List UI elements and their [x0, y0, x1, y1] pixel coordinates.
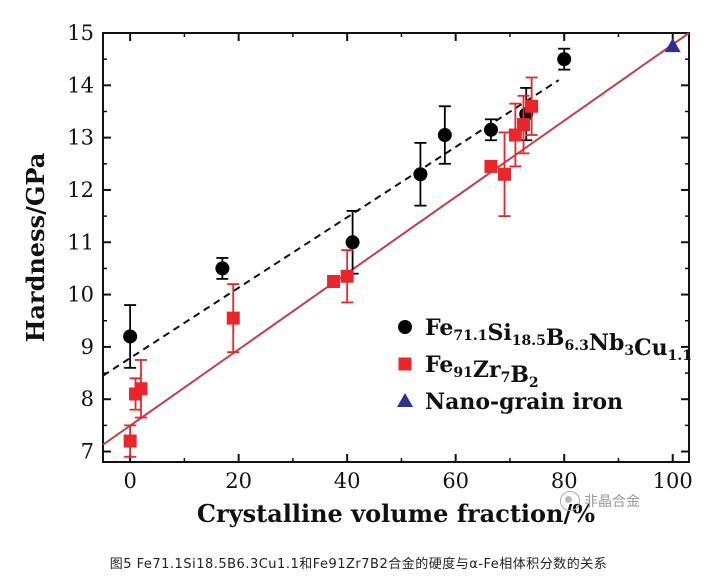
legend-label-series-1: Fe91Zr7B2: [425, 352, 539, 391]
legend-label-series-0: Fe71.1Si18.5B6.3Nb3Cu1.1: [425, 315, 692, 364]
data-point-series-1: [340, 269, 354, 283]
y-tick-label: 15: [67, 21, 94, 45]
y-tick-label: 12: [67, 178, 94, 202]
data-point-series-1: [484, 159, 498, 173]
data-point-series-1: [134, 382, 148, 396]
data-point-series-1: [517, 118, 531, 132]
x-tick-label: 40: [334, 469, 361, 493]
data-point-series-0: [345, 235, 360, 250]
data-point-series-0: [437, 128, 452, 143]
wechat-icon: [560, 491, 580, 511]
figure-caption: 图5 Fe71.1Si18.5B6.3Cu1.1和Fe91Zr7B2合金的硬度与…: [109, 557, 608, 572]
x-axis-title: Crystalline volume fraction/%: [197, 499, 595, 528]
data-point-series-0: [215, 261, 230, 276]
x-tick-label: 20: [225, 469, 252, 493]
y-tick-label: 7: [81, 440, 94, 464]
legend-marker-series-0: [398, 320, 412, 334]
data-point-series-1: [123, 434, 137, 448]
data-point-series-0: [483, 122, 498, 137]
x-tick-label: 100: [653, 469, 693, 493]
x-tick-label: 60: [442, 469, 469, 493]
data-point-series-0: [123, 329, 138, 344]
legend-marker-series-1: [398, 357, 412, 371]
y-tick-label: 10: [67, 283, 94, 307]
data-point-series-1: [498, 167, 512, 181]
y-tick-label: 11: [67, 230, 94, 254]
legend-marker-series-2: [397, 393, 413, 407]
y-tick-label: 14: [67, 73, 94, 97]
data-point-series-1: [327, 275, 341, 289]
data-point-series-2: [664, 38, 681, 53]
fit-line-series-1: [102, 32, 690, 446]
fit-line-series-0: [102, 79, 560, 377]
data-point-series-0: [413, 167, 428, 182]
y-tick-label: 8: [81, 387, 94, 411]
y-axis-title: Hardness/GPa: [21, 153, 50, 343]
watermark: 非晶合金: [560, 491, 640, 511]
watermark-text: 非晶合金: [584, 494, 640, 510]
data-point-series-1: [508, 128, 522, 142]
y-tick-label: 9: [81, 335, 94, 359]
x-tick-label: 0: [123, 469, 136, 493]
legend-label-series-2: Nano-grain iron: [425, 389, 623, 415]
data-point-series-1: [226, 311, 240, 325]
plot-frame: [102, 32, 690, 463]
data-point-series-1: [525, 99, 539, 113]
data-point-series-0: [557, 52, 572, 67]
x-tick-label: 80: [551, 469, 578, 493]
y-tick-label: 13: [67, 126, 94, 150]
